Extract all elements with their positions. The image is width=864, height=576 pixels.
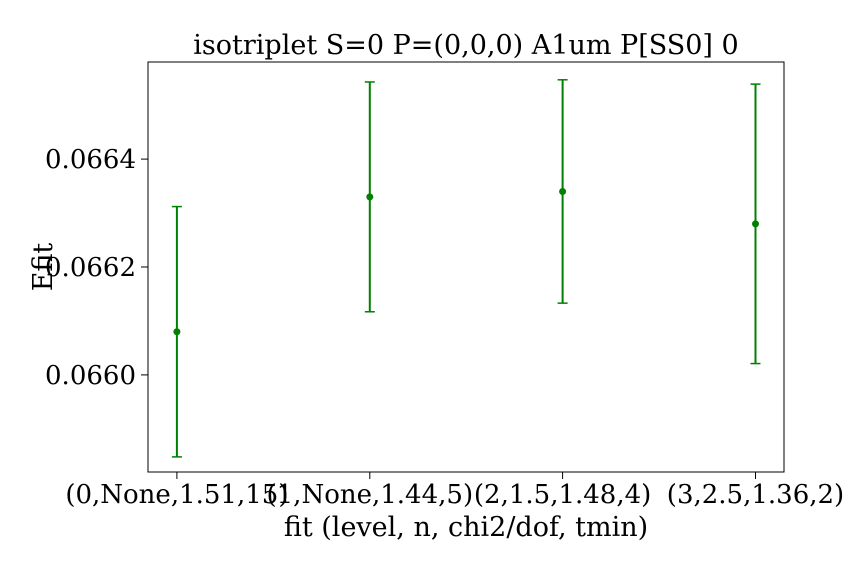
x-tick-label: (2,1.5,1.48,4) [474, 480, 651, 510]
y-axis-label: Efit [28, 243, 59, 292]
data-point [366, 193, 374, 201]
y-tick-label: 0.0664 [45, 145, 136, 175]
data-point [173, 328, 181, 336]
x-axis-label: fit (level, n, chi2/dof, tmin) [284, 512, 648, 543]
x-tick-label: (3,2.5,1.36,2) [667, 480, 844, 510]
x-tick-label: (0,None,1.51,15) [65, 480, 288, 510]
data-point [752, 220, 759, 228]
y-tick-label: 0.0660 [45, 361, 136, 391]
data-series [171, 79, 761, 458]
y-axis: 0.0660 0.0662 0.0664 [45, 145, 148, 391]
x-axis: (0,None,1.51,15)(1,None,1.44,5) (2,1.5,1.… [65, 472, 844, 510]
chart-title: isotriplet S=0 P=(0,0,0) A1um P[SS0] 0 [193, 30, 738, 61]
y-tick-label: 0.0662 [45, 253, 136, 283]
data-point [559, 187, 567, 195]
x-tick-label: (1,None,1.44,5) [267, 480, 474, 510]
